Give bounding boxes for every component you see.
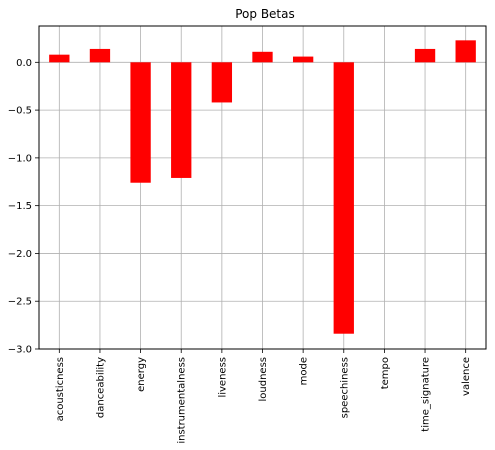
y-tick-label: −2.0	[8, 249, 32, 260]
y-tick-label: −1.5	[8, 201, 32, 212]
bar-energy	[130, 62, 150, 182]
x-tick-label: valence	[461, 357, 472, 396]
x-tick-label: instrumentalness	[177, 357, 188, 444]
bar-acousticness	[49, 55, 69, 63]
bar-valence	[456, 40, 476, 62]
x-tick-label: loudness	[258, 357, 269, 402]
x-tick-label: acousticness	[55, 357, 66, 421]
x-tick-label: speechiness	[339, 357, 350, 418]
bar-mode	[293, 57, 313, 63]
bar-danceability	[90, 49, 110, 62]
y-tick-label: −2.5	[8, 297, 32, 308]
y-tick-label: −1.0	[8, 153, 32, 164]
y-axis-ticks: 0.0 −0.5 −1.0 −1.5 −2.0 −2.5 −3.0	[8, 58, 39, 356]
y-tick-label: 0.0	[16, 58, 32, 69]
x-axis-ticks: acousticness danceability energy instrument…	[55, 349, 472, 444]
bar-instrumentalness	[171, 62, 191, 178]
chart-title: Pop Betas	[235, 7, 295, 21]
bar-loudness	[252, 52, 272, 63]
x-tick-label: mode	[299, 357, 310, 385]
x-tick-label: energy	[136, 357, 147, 392]
x-tick-label: danceability	[95, 357, 106, 418]
grid-lines	[39, 26, 486, 349]
x-tick-label: liveness	[217, 357, 228, 398]
bar-speechiness	[334, 62, 354, 333]
y-tick-label: −0.5	[8, 106, 32, 117]
y-tick-label: −3.0	[8, 345, 32, 356]
x-tick-label: tempo	[380, 357, 391, 389]
bar-time-signature	[415, 49, 435, 62]
x-tick-label: time_signature	[421, 357, 432, 432]
bar-liveness	[212, 62, 232, 102]
